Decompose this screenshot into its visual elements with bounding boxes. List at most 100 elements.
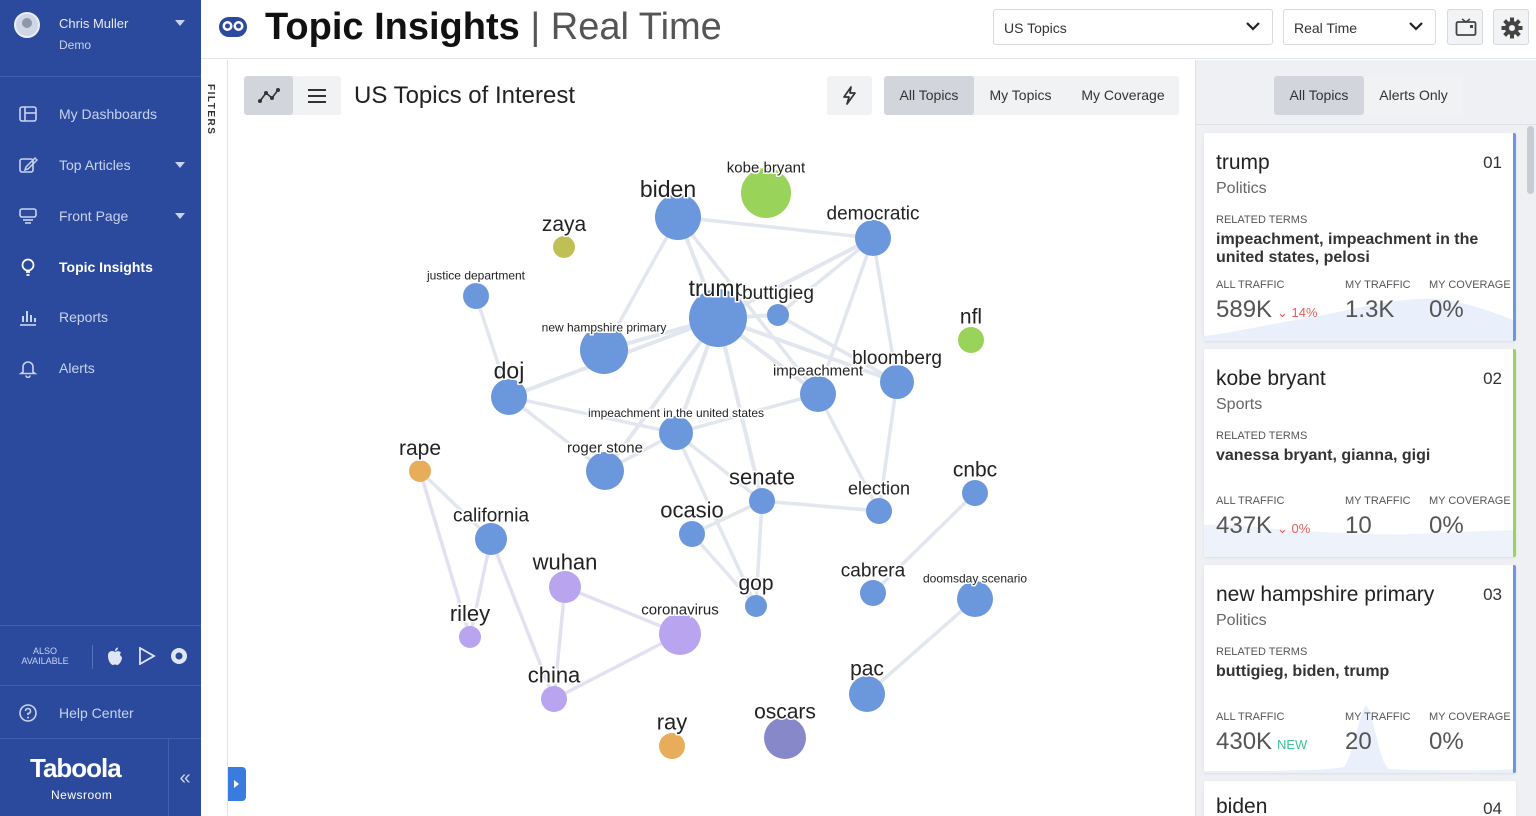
sidebar-item-my-dashboards[interactable]: My Dashboards: [0, 94, 201, 134]
sidebar-item-front-page[interactable]: Front Page: [0, 196, 201, 236]
topic-node-doomsday[interactable]: [957, 581, 993, 617]
page-title: Topic Insights | Real Time: [265, 6, 722, 49]
topic-category: Politics: [1216, 612, 1267, 629]
card-accent: [1513, 133, 1516, 341]
tab-panel-all-topics[interactable]: All Topics: [1274, 76, 1364, 115]
graph-edge: [754, 500, 764, 607]
region-select[interactable]: US Topics: [993, 9, 1273, 45]
topic-node-riley[interactable]: [459, 626, 481, 648]
all-traffic-value: 430K: [1216, 728, 1273, 755]
topic-node-iitus[interactable]: [659, 416, 693, 450]
user-menu[interactable]: Chris Muller Demo: [0, 0, 201, 77]
time-select[interactable]: Real Time: [1283, 9, 1436, 45]
topic-label-doj: doj: [494, 358, 525, 384]
topic-node-rape[interactable]: [409, 460, 431, 482]
topic-rank: 04: [1483, 799, 1502, 816]
topic-node-buttigieg[interactable]: [767, 304, 789, 326]
chrome-icon[interactable]: [170, 647, 188, 665]
quick-filter-button[interactable]: [827, 76, 872, 115]
topic-label-kobe: kobe bryant: [727, 159, 806, 176]
panel-filter-tabs: All Topics Alerts Only: [1274, 76, 1463, 115]
topic-card[interactable]: trump 01 Politics RELATED TERMS impeachm…: [1204, 133, 1516, 341]
topic-node-nhp[interactable]: [580, 326, 628, 374]
sidebar-item-alerts[interactable]: Alerts: [0, 348, 201, 388]
topic-node-ocasio[interactable]: [679, 521, 705, 547]
panel-scrollbar[interactable]: [1527, 126, 1534, 194]
topic-node-doj[interactable]: [491, 379, 527, 415]
filters-label: FILTERS: [205, 84, 216, 136]
sidebar: Chris Muller Demo My Dashboards Top Arti…: [0, 0, 201, 816]
topic-node-cabrera[interactable]: [860, 580, 886, 606]
expand-panel-button[interactable]: [228, 767, 246, 801]
topic-node-justice[interactable]: [463, 283, 489, 309]
topic-node-biden[interactable]: [655, 194, 701, 240]
apple-icon[interactable]: [106, 646, 124, 666]
topic-node-wuhan[interactable]: [549, 571, 581, 603]
topic-rank: 01: [1483, 153, 1502, 172]
topic-node-democratic[interactable]: [855, 220, 891, 256]
sidebar-item-label: Alerts: [59, 360, 95, 376]
tv-mode-button[interactable]: [1447, 9, 1483, 45]
topic-label-rogerstone: roger stone: [567, 439, 643, 456]
my-coverage-label: MY COVERAGE: [1429, 279, 1511, 291]
filters-panel-toggle[interactable]: FILTERS: [201, 60, 228, 816]
topic-label-impeachment: impeachment: [773, 363, 864, 380]
topic-node-bloomberg[interactable]: [880, 365, 914, 399]
topic-node-nfl[interactable]: [958, 327, 984, 353]
traffic-delta: ⌄ 0%: [1277, 521, 1311, 536]
topic-node-oscars[interactable]: [764, 717, 806, 759]
topic-card[interactable]: kobe bryant 02 Sports RELATED TERMS vane…: [1204, 349, 1516, 557]
topic-node-kobe[interactable]: [741, 168, 791, 218]
list-view-button[interactable]: [293, 76, 341, 115]
topic-node-pac[interactable]: [849, 676, 885, 712]
google-play-icon[interactable]: [138, 647, 156, 665]
topic-node-election[interactable]: [866, 498, 892, 524]
related-terms: vanessa bryant, gianna, gigi: [1216, 447, 1431, 464]
topic-node-california[interactable]: [475, 523, 507, 555]
graph-edge: [489, 538, 556, 700]
topic-label-china: china: [528, 662, 581, 687]
related-terms-label: RELATED TERMS: [1216, 646, 1308, 658]
graph-edge: [508, 395, 677, 435]
graph-edges: [418, 215, 977, 701]
lightbulb-icon: [21, 258, 35, 276]
sidebar-item-reports[interactable]: Reports: [0, 297, 201, 337]
graph-view-button[interactable]: [244, 76, 293, 115]
sidebar-item-topic-insights[interactable]: Topic Insights: [0, 247, 201, 287]
topic-node-gop[interactable]: [745, 595, 767, 617]
topic-node-trump[interactable]: [689, 289, 747, 347]
tab-all-topics[interactable]: All Topics: [884, 76, 974, 115]
tab-panel-alerts-only[interactable]: Alerts Only: [1379, 87, 1448, 103]
help-icon: [19, 704, 37, 722]
help-center-link[interactable]: Help Center: [0, 693, 201, 733]
tab-my-coverage[interactable]: My Coverage: [1081, 87, 1165, 103]
topic-label-nfl: nfl: [960, 305, 982, 328]
topic-node-coronavirus[interactable]: [659, 613, 701, 655]
list-icon: [308, 89, 326, 103]
tab-my-topics[interactable]: My Topics: [989, 87, 1052, 103]
topic-node-zaya[interactable]: [553, 236, 575, 258]
topic-node-senate[interactable]: [749, 488, 775, 514]
traffic-sparkline: [1204, 705, 1516, 773]
my-traffic-value: 20: [1345, 728, 1372, 755]
graph-edge: [675, 392, 819, 435]
topic-node-rogerstone[interactable]: [586, 452, 624, 490]
related-terms: impeachment, impeachment in the united s…: [1216, 231, 1479, 266]
topic-node-ray[interactable]: [659, 733, 685, 759]
topic-card[interactable]: new hampshire primary 03 Politics RELATE…: [1204, 565, 1516, 773]
tv-icon: [1455, 18, 1477, 36]
dashboard-icon: [19, 106, 37, 122]
topic-node-china[interactable]: [541, 686, 567, 712]
topic-label-cnbc: cnbc: [953, 458, 997, 481]
collapse-sidebar-button[interactable]: «: [168, 739, 201, 816]
divider: [92, 645, 93, 669]
topic-node-cnbc[interactable]: [962, 480, 988, 506]
topic-label-justice: justice department: [426, 268, 526, 282]
settings-button[interactable]: [1493, 9, 1529, 45]
graph-edge: [553, 632, 681, 701]
sidebar-item-top-articles[interactable]: Top Articles: [0, 145, 201, 185]
topic-node-impeachment[interactable]: [800, 376, 836, 412]
topic-scope-tabs: All Topics My Topics My Coverage: [884, 76, 1179, 115]
topic-card[interactable]: biden 04: [1204, 781, 1516, 816]
topic-name: trump: [1216, 151, 1270, 174]
